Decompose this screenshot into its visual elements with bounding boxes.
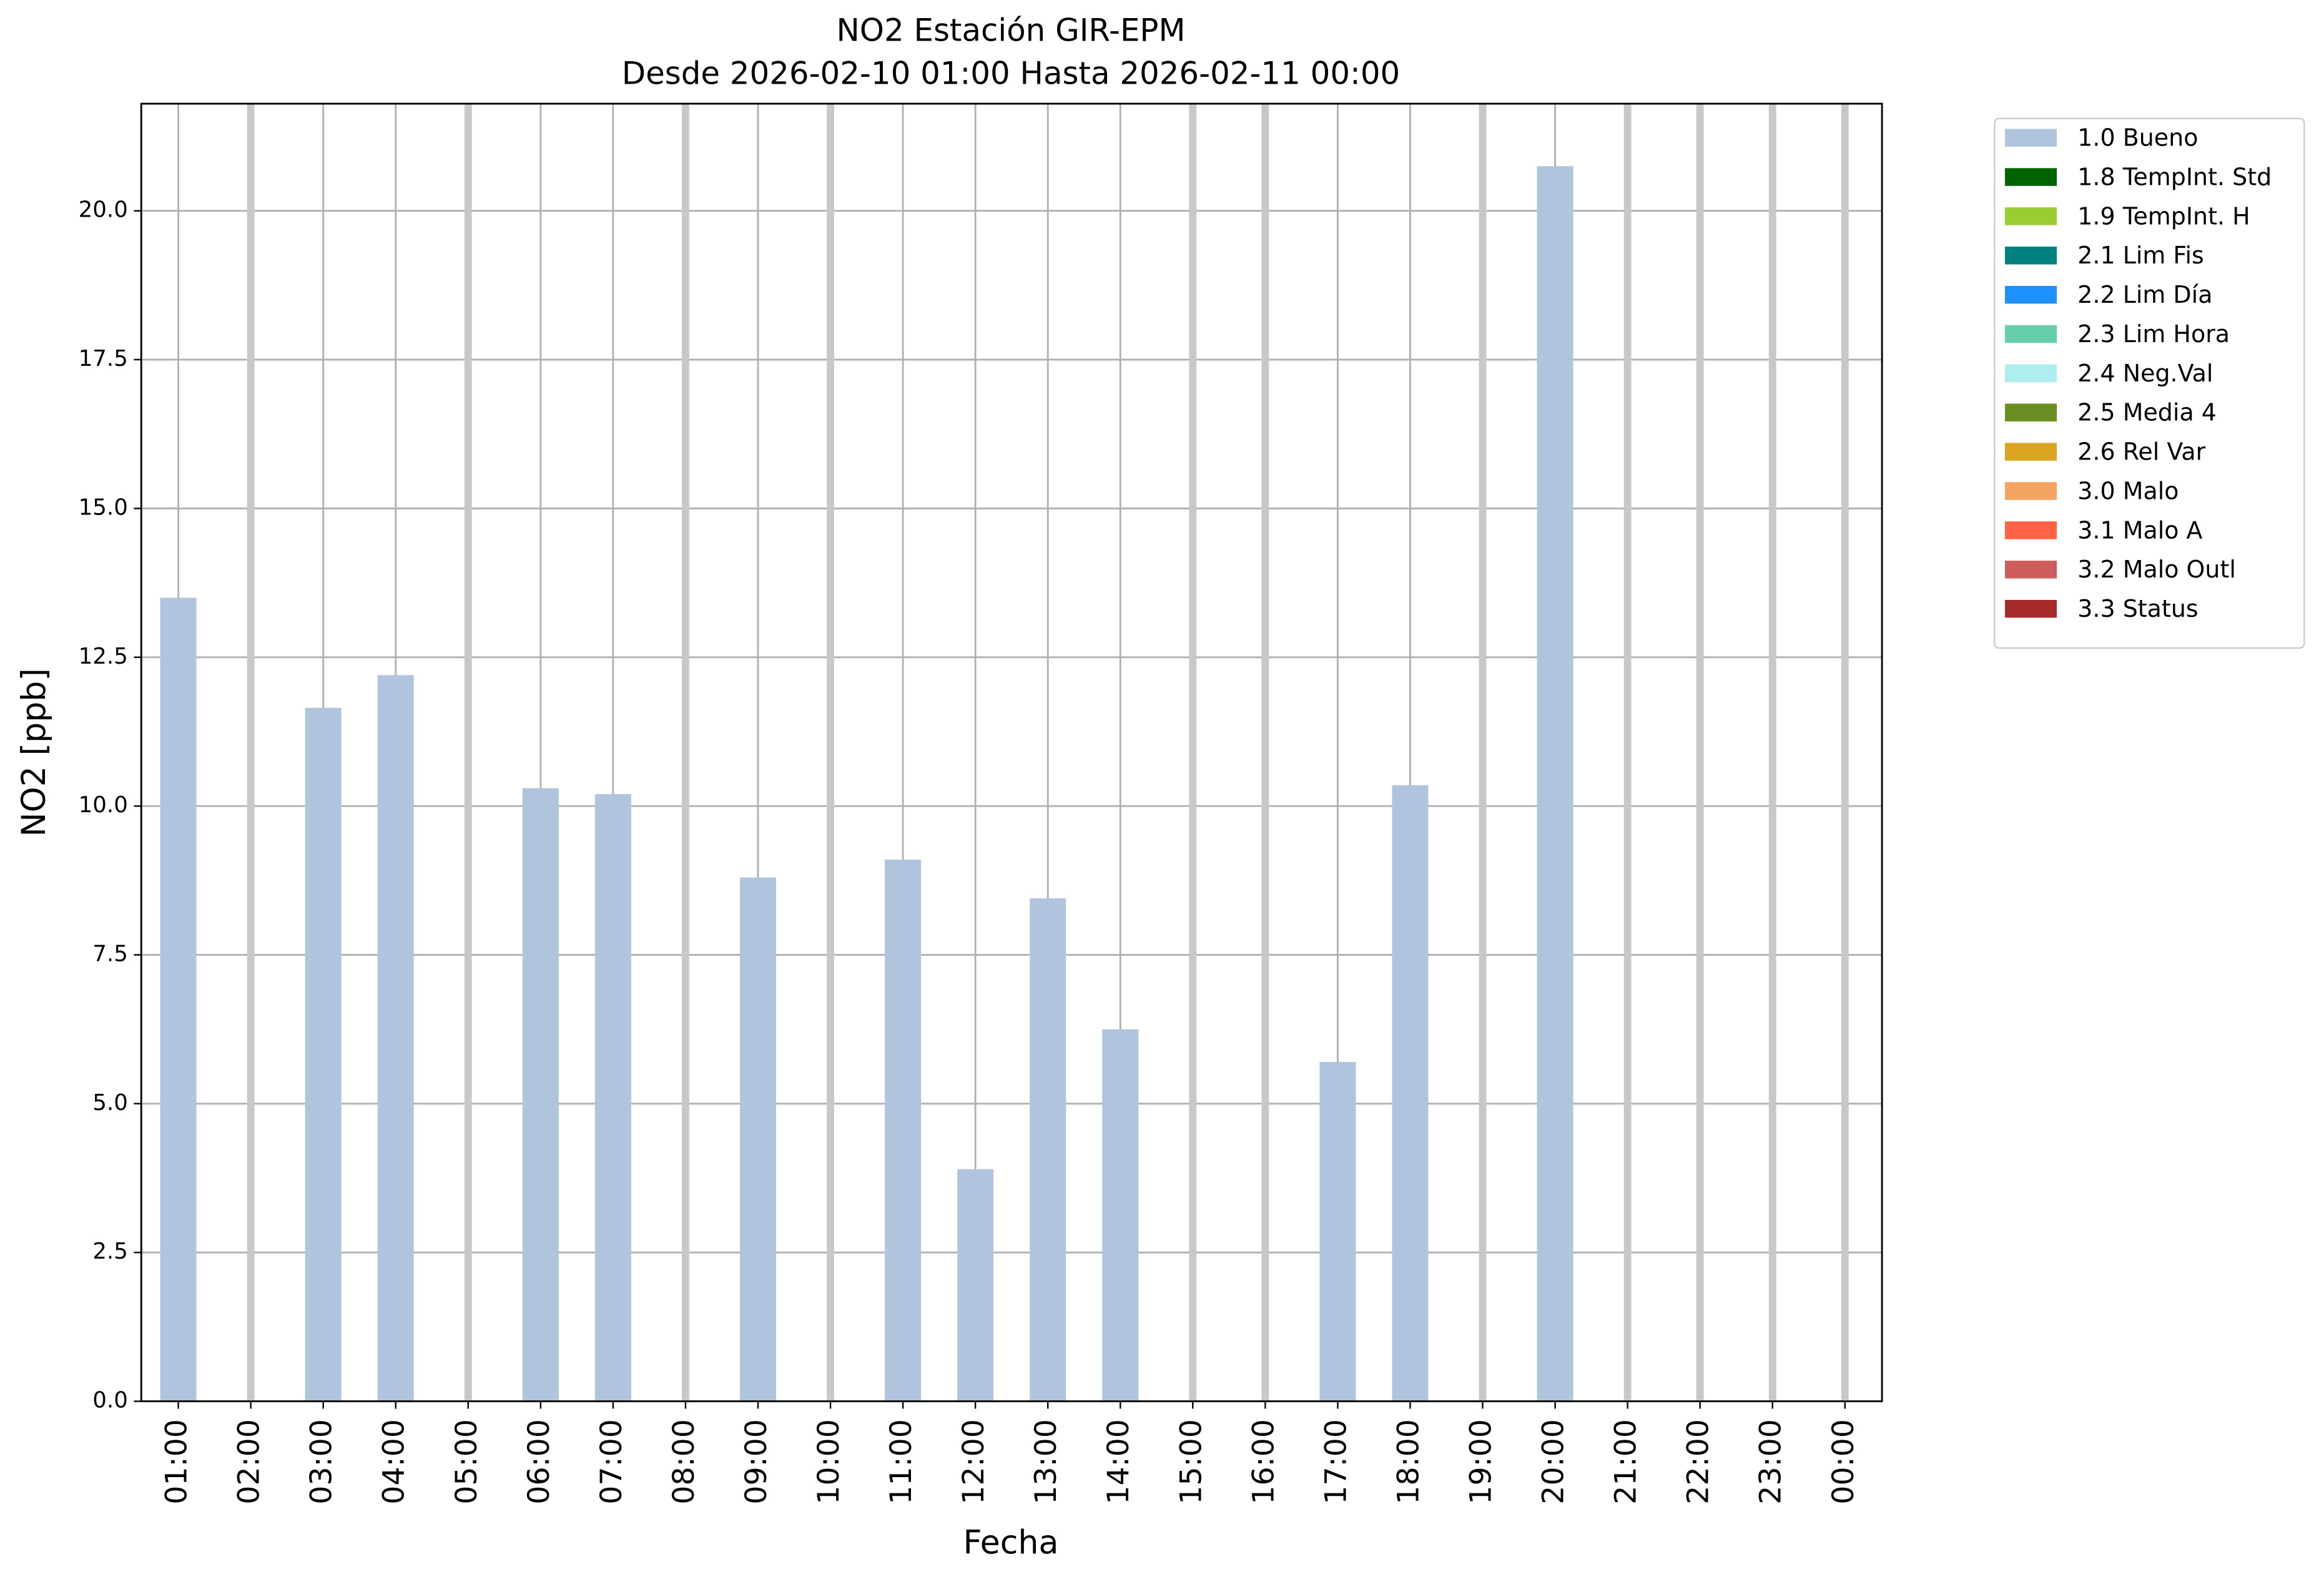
x-tick-label: 08:00	[667, 1419, 701, 1505]
x-tick-label: 20:00	[1537, 1419, 1571, 1505]
x-tick-label: 11:00	[884, 1419, 918, 1505]
legend-swatch	[2005, 521, 2057, 539]
x-tick-label: 13:00	[1029, 1419, 1063, 1505]
legend-label: 2.5 Media 4	[2077, 399, 2217, 426]
bar	[1102, 1029, 1139, 1402]
bar	[1537, 166, 1573, 1402]
legend-swatch	[2005, 364, 2057, 383]
x-tick-label: 22:00	[1681, 1419, 1716, 1505]
legend-label: 3.3 Status	[2077, 595, 2198, 622]
legend-label: 1.9 TempInt. H	[2077, 202, 2250, 230]
y-tick-label: 17.5	[79, 346, 128, 371]
legend-swatch	[2005, 325, 2057, 343]
legend-box	[1994, 117, 2305, 649]
legend-label: 2.2 Lim Día	[2077, 281, 2212, 308]
legend-label: 3.0 Malo	[2077, 477, 2179, 504]
bar	[739, 877, 776, 1402]
x-tick-label: 19:00	[1464, 1419, 1499, 1505]
x-tick-label: 02:00	[232, 1419, 267, 1505]
x-tick-label: 12:00	[957, 1419, 991, 1505]
x-tick-label: 17:00	[1319, 1419, 1353, 1505]
legend: 1.0 Bueno 1.8 TempInt. Std 1.9 TempInt. H 2…	[1994, 117, 2305, 649]
legend-label: 2.4 Neg.Val	[2077, 360, 2213, 387]
legend-label: 2.3 Lim Hora	[2077, 320, 2230, 348]
y-tick-label: 7.5	[92, 941, 128, 966]
plot-frame	[140, 102, 1883, 1402]
y-axis-label: NO2 [ppb]	[16, 668, 53, 837]
legend-label: 2.1 Lim Fis	[2077, 242, 2204, 269]
x-axis-label: Fecha	[963, 1525, 1058, 1562]
x-tick-label: 07:00	[594, 1419, 629, 1505]
legend-label: 1.0 Bueno	[2077, 124, 2198, 152]
chart-title: NO2 Estación GIR-EPM	[837, 12, 1186, 49]
legend-swatch	[2005, 443, 2057, 461]
y-tick-label: 12.5	[79, 644, 128, 669]
bar	[885, 859, 922, 1402]
legend-label: 3.2 Malo Outl	[2077, 556, 2236, 583]
y-tick-label: 15.0	[79, 494, 128, 520]
legend-swatch	[2005, 285, 2057, 304]
x-tick-label: 23:00	[1754, 1419, 1788, 1505]
y-tick-label: 10.0	[79, 792, 128, 818]
x-tick-label: 01:00	[160, 1419, 194, 1505]
x-tick-label: 03:00	[305, 1419, 339, 1505]
x-tick-label: 00:00	[1826, 1419, 1861, 1505]
y-tick-label: 20.0	[79, 197, 128, 223]
x-tick-label: 10:00	[812, 1419, 846, 1505]
x-tick-label: 05:00	[450, 1419, 484, 1505]
x-tick-label: 21:00	[1609, 1419, 1643, 1505]
y-tick-label: 0.0	[92, 1388, 128, 1413]
x-tick-label: 04:00	[377, 1419, 411, 1505]
x-tick-label: 09:00	[739, 1419, 774, 1505]
bar	[522, 788, 559, 1402]
legend-swatch	[2005, 599, 2057, 618]
legend-swatch	[2005, 482, 2057, 500]
x-tick-label: 14:00	[1101, 1419, 1136, 1505]
bar	[1319, 1062, 1356, 1402]
y-tick-label: 5.0	[92, 1090, 128, 1116]
axes: 0.0 2.5 5.0 7.5 10.0 12.5 15.0 17.5 20.0 01:00 02:…	[79, 102, 1883, 1505]
legend-label: 1.8 TempInt. Std	[2077, 163, 2272, 190]
x-tick-label: 06:00	[522, 1419, 556, 1505]
x-tick-label: 15:00	[1174, 1419, 1208, 1505]
legend-swatch	[2005, 207, 2057, 225]
x-tick-label: 18:00	[1391, 1419, 1425, 1505]
legend-label: 2.6 Rel Var	[2077, 438, 2205, 466]
legend-label: 3.1 Malo A	[2077, 516, 2202, 544]
bar	[377, 675, 414, 1402]
bar	[1030, 898, 1066, 1402]
x-tick-label: 16:00	[1246, 1419, 1281, 1505]
bars	[160, 166, 1573, 1402]
y-tick-label: 2.5	[92, 1239, 128, 1264]
legend-swatch	[2005, 561, 2057, 579]
legend-swatch	[2005, 247, 2057, 265]
bar	[160, 597, 197, 1402]
bar	[594, 794, 631, 1402]
legend-swatch	[2005, 168, 2057, 186]
legend-swatch	[2005, 403, 2057, 422]
bar	[957, 1169, 994, 1402]
bar	[1392, 785, 1429, 1402]
legend-swatch	[2005, 129, 2057, 147]
bar	[305, 707, 342, 1402]
chart-subtitle: Desde 2026-02-10 01:00 Hasta 2026-02-11 …	[622, 56, 1400, 92]
